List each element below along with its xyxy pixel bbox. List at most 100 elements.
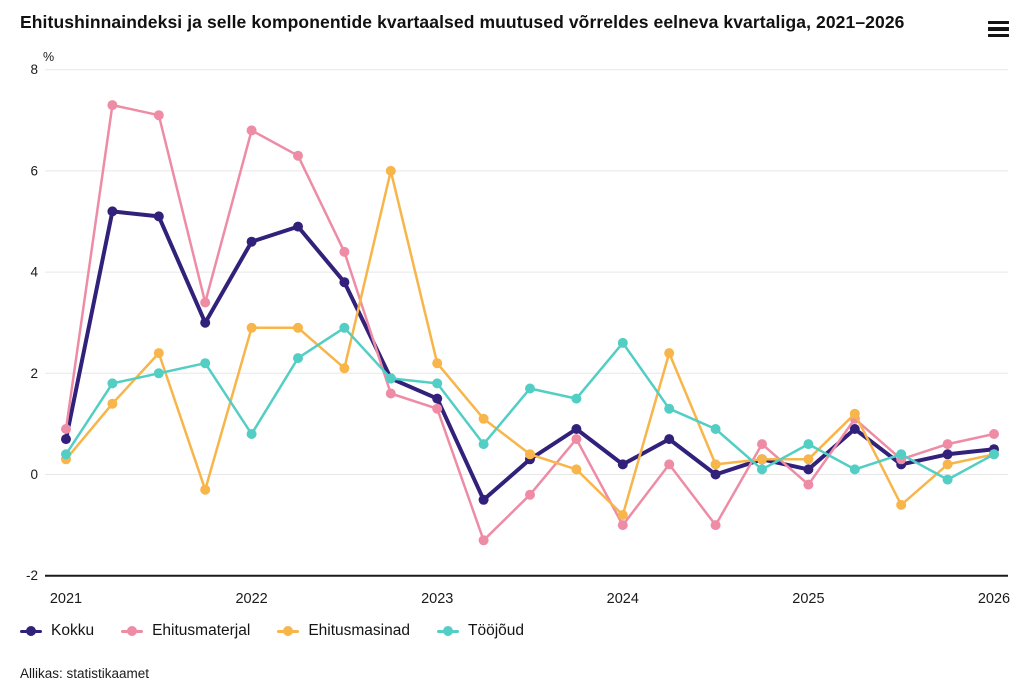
point-kokku-9[interactable] <box>478 494 489 505</box>
point-toojoud-5[interactable] <box>293 353 303 364</box>
legend-label: Ehitusmaterjal <box>152 622 251 639</box>
point-ehitusmasinad-14[interactable] <box>710 459 721 470</box>
point-ehitusmasinad-7[interactable] <box>385 165 396 176</box>
point-ehitusmaterjal-0[interactable] <box>61 424 71 434</box>
point-ehitusmaterjal-12[interactable] <box>617 520 628 531</box>
legend-item-toojoud[interactable]: Tööjõud <box>436 622 524 640</box>
y-tick-label--2: -2 <box>26 568 38 583</box>
point-ehitusmaterjal-20[interactable] <box>989 429 999 439</box>
point-kokku-13[interactable] <box>664 434 675 445</box>
point-ehitusmasinad-17[interactable] <box>849 408 860 419</box>
point-toojoud-14[interactable] <box>710 424 721 434</box>
legend-item-ehitusmasinad[interactable]: Ehitusmasinad <box>277 622 410 640</box>
point-toojoud-8[interactable] <box>432 378 443 389</box>
x-tick-label-2023: 2023 <box>421 591 453 607</box>
legend-label: Tööjõud <box>467 622 524 639</box>
point-ehitusmasinad-2[interactable] <box>153 348 164 359</box>
point-toojoud-7[interactable] <box>385 373 396 384</box>
point-ehitusmaterjal-3[interactable] <box>200 297 211 308</box>
x-tick-label-2022: 2022 <box>235 591 267 607</box>
point-ehitusmasinad-16[interactable] <box>803 454 814 465</box>
point-toojoud-13[interactable] <box>664 403 675 414</box>
legend-item-kokku[interactable]: Kokku <box>20 622 94 640</box>
hamburger-menu-icon <box>988 21 1009 25</box>
point-kokku-14[interactable] <box>710 469 721 480</box>
y-tick-label-0: 0 <box>30 467 38 482</box>
point-kokku-8[interactable] <box>432 393 443 404</box>
point-toojoud-6[interactable] <box>339 322 350 333</box>
point-ehitusmasinad-19[interactable] <box>942 459 953 470</box>
point-toojoud-2[interactable] <box>153 368 164 379</box>
point-kokku-3[interactable] <box>200 317 211 328</box>
point-kokku-1[interactable] <box>107 206 118 217</box>
point-toojoud-9[interactable] <box>478 439 489 450</box>
point-toojoud-15[interactable] <box>757 464 767 475</box>
point-ehitusmasinad-18[interactable] <box>896 499 907 510</box>
point-ehitusmaterjal-5[interactable] <box>293 150 303 161</box>
point-ehitusmaterjal-8[interactable] <box>432 403 443 414</box>
point-ehitusmasinad-6[interactable] <box>339 363 350 374</box>
point-kokku-6[interactable] <box>339 277 350 288</box>
point-toojoud-18[interactable] <box>896 449 907 460</box>
point-ehitusmaterjal-6[interactable] <box>339 246 350 257</box>
point-toojoud-3[interactable] <box>200 358 211 369</box>
point-kokku-17[interactable] <box>849 424 860 434</box>
page-title: Ehitushinnaindeksi ja selle komponentide… <box>20 12 905 32</box>
y-tick-label-2: 2 <box>30 366 38 381</box>
point-ehitusmasinad-4[interactable] <box>246 322 257 333</box>
point-toojoud-0[interactable] <box>61 449 71 460</box>
legend-label: Ehitusmasinad <box>308 622 410 639</box>
chart-menu-button[interactable] <box>988 21 1009 37</box>
legend-item-ehitusmaterjal[interactable]: Ehitusmaterjal <box>121 622 250 640</box>
legend-marker-icon <box>436 626 459 637</box>
point-ehitusmaterjal-16[interactable] <box>803 479 814 490</box>
point-kokku-2[interactable] <box>153 211 164 222</box>
point-ehitusmasinad-11[interactable] <box>571 464 582 475</box>
legend-marker-icon <box>121 626 144 637</box>
point-ehitusmaterjal-11[interactable] <box>571 434 582 445</box>
point-ehitusmasinad-5[interactable] <box>293 322 303 333</box>
point-ehitusmaterjal-14[interactable] <box>710 520 721 531</box>
point-kokku-19[interactable] <box>942 449 953 460</box>
point-ehitusmasinad-13[interactable] <box>664 348 675 359</box>
legend-label: Kokku <box>51 622 95 639</box>
point-toojoud-1[interactable] <box>107 378 118 389</box>
point-toojoud-17[interactable] <box>849 464 860 475</box>
x-tick-label-2024: 2024 <box>607 591 639 607</box>
point-toojoud-10[interactable] <box>525 383 535 394</box>
point-ehitusmaterjal-13[interactable] <box>664 459 675 470</box>
point-ehitusmasinad-10[interactable] <box>525 449 535 460</box>
point-kokku-12[interactable] <box>617 459 628 470</box>
point-ehitusmaterjal-2[interactable] <box>153 110 164 121</box>
point-kokku-4[interactable] <box>246 236 257 247</box>
legend-marker-icon <box>20 626 42 637</box>
x-tick-label-2021: 2021 <box>50 591 82 607</box>
point-ehitusmaterjal-9[interactable] <box>478 535 489 546</box>
point-toojoud-16[interactable] <box>803 439 814 450</box>
point-ehitusmasinad-12[interactable] <box>617 510 628 520</box>
point-toojoud-19[interactable] <box>942 474 953 485</box>
quarterly-change-line-chart: 8 6 4 2 0 -2% 2021 2022 2023 2024 2025 2026 <box>26 50 1010 607</box>
point-toojoud-20[interactable] <box>989 449 999 460</box>
point-ehitusmasinad-3[interactable] <box>200 484 211 495</box>
y-tick-label-8: 8 <box>30 62 38 77</box>
point-toojoud-11[interactable] <box>571 393 582 404</box>
point-ehitusmasinad-8[interactable] <box>432 358 443 369</box>
point-ehitusmaterjal-19[interactable] <box>942 439 953 450</box>
point-ehitusmaterjal-15[interactable] <box>757 439 767 450</box>
point-ehitusmaterjal-4[interactable] <box>246 125 257 136</box>
point-kokku-5[interactable] <box>293 221 303 232</box>
point-ehitusmasinad-9[interactable] <box>478 413 489 424</box>
point-ehitusmaterjal-1[interactable] <box>107 100 118 111</box>
point-toojoud-12[interactable] <box>617 337 628 348</box>
point-toojoud-4[interactable] <box>246 429 257 439</box>
point-ehitusmasinad-1[interactable] <box>107 398 118 409</box>
point-kokku-0[interactable] <box>61 434 71 445</box>
point-ehitusmasinad-15[interactable] <box>757 454 767 465</box>
point-kokku-16[interactable] <box>803 464 814 475</box>
point-ehitusmaterjal-7[interactable] <box>385 388 396 399</box>
y-axis-unit-label: % <box>43 50 54 64</box>
x-tick-label-2025: 2025 <box>792 591 824 607</box>
point-kokku-11[interactable] <box>571 424 582 434</box>
point-ehitusmaterjal-10[interactable] <box>525 489 535 500</box>
